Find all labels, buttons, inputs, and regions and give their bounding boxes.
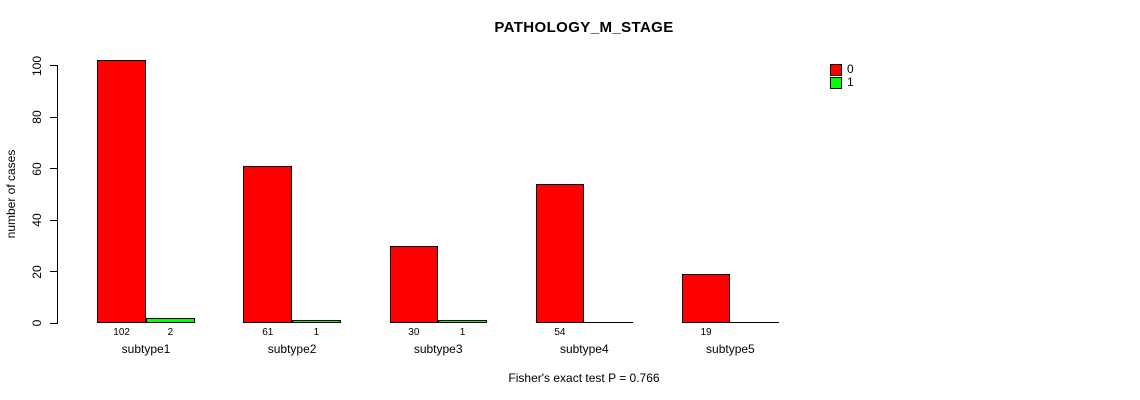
- y-tick-mark: [50, 219, 57, 221]
- bar-value-label: 54: [554, 327, 566, 338]
- y-tick-label: 40: [30, 213, 44, 227]
- bar-value-label: 19: [700, 327, 712, 338]
- chart-title: PATHOLOGY_M_STAGE: [494, 19, 674, 36]
- x-category-label: subtype1: [121, 342, 171, 356]
- bar-subtype5-series0: [681, 274, 731, 323]
- bar-value-label: 2: [167, 327, 174, 338]
- fisher-test-annotation: Fisher's exact test P = 0.766: [508, 371, 660, 385]
- legend-item-1: 1: [830, 75, 854, 89]
- bar-value-label: 1: [459, 327, 466, 338]
- bar-value-label: 102: [113, 327, 130, 338]
- x-category-label: subtype5: [706, 342, 755, 356]
- y-tick-label: 60: [30, 161, 44, 176]
- bar-baseline: [681, 322, 780, 323]
- y-tick-mark: [50, 116, 57, 118]
- bar-subtype2-series1: [292, 320, 341, 323]
- x-category-label: subtype4: [559, 342, 609, 356]
- x-category-label: subtype2: [267, 342, 317, 356]
- y-tick-mark: [50, 322, 57, 324]
- y-tick-mark: [50, 168, 57, 169]
- bar-subtype3-series0: [389, 245, 439, 323]
- bar-subtype2-series0: [243, 165, 293, 323]
- bar-baseline: [97, 322, 195, 323]
- legend-swatch-1: [830, 76, 842, 89]
- legend-label-1: 1: [847, 75, 854, 89]
- bar-subtype4-series0: [535, 183, 585, 323]
- bar-value-label: 61: [262, 327, 274, 338]
- legend-label-0: 0: [847, 62, 854, 76]
- bar-subtype1-series0: [97, 60, 146, 323]
- bar-subtype3-series1: [438, 320, 487, 323]
- bar-baseline: [243, 322, 341, 323]
- bar-value-label: 1: [313, 327, 320, 338]
- bar-baseline: [535, 322, 633, 323]
- y-tick-label: 20: [30, 264, 44, 279]
- bar-value-label: 30: [408, 327, 420, 338]
- y-tick-mark: [50, 65, 57, 66]
- y-tick-mark: [50, 271, 57, 272]
- y-axis-line: [57, 65, 58, 324]
- legend-item-0: 0: [830, 62, 854, 76]
- legend-swatch-0: [830, 63, 842, 76]
- y-tick-label: 100: [30, 55, 44, 76]
- y-tick-label: 0: [30, 319, 44, 327]
- x-category-label: subtype3: [413, 342, 463, 356]
- bar-subtype1-series1: [146, 317, 195, 323]
- y-tick-label: 80: [30, 110, 44, 124]
